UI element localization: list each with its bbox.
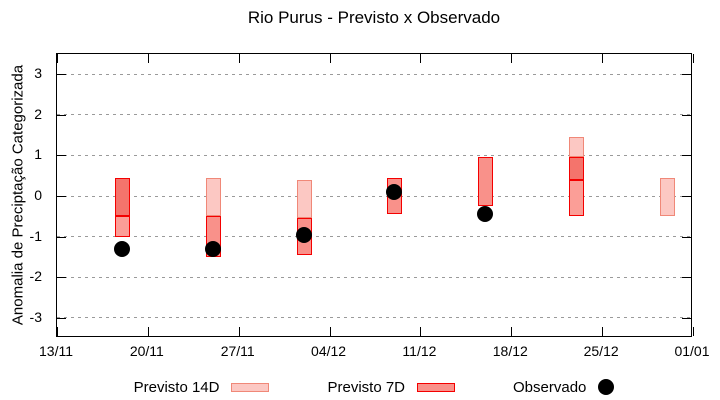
observado-dot xyxy=(477,206,494,223)
x-tick-mark xyxy=(511,54,513,63)
forecast-bar-segment xyxy=(296,179,312,219)
y-tick-mark xyxy=(682,155,691,157)
legend-label-observado: Observado xyxy=(513,378,587,396)
x-tick-label: 13/11 xyxy=(39,343,73,359)
legend-item-previsto-7d: Previsto 7D xyxy=(327,378,456,396)
legend-item-previsto-14d: Previsto 14D xyxy=(134,379,270,396)
y-tick-label: -2 xyxy=(29,268,42,285)
x-tick-mark xyxy=(693,327,694,336)
legend: Previsto 14D Previsto 7D Observado xyxy=(56,376,692,398)
x-tick-label: 20/11 xyxy=(129,343,164,359)
y-tick-label: 1 xyxy=(34,146,42,163)
grid-line xyxy=(57,276,691,278)
y-tick-label: 2 xyxy=(34,105,42,122)
x-tick-label: 04/12 xyxy=(311,343,347,359)
forecast-bar-segment xyxy=(478,157,494,207)
legend-item-observado: Observado xyxy=(513,378,615,396)
chart-title: Rio Purus - Previsto x Observado xyxy=(247,8,501,27)
y-tick-mark xyxy=(57,236,66,238)
forecast-bar-segment xyxy=(660,177,676,217)
x-tick-label: 11/12 xyxy=(402,343,437,359)
observado-dot-swatch xyxy=(598,379,615,395)
x-tick-mark xyxy=(602,54,604,63)
x-tick-label: 25/12 xyxy=(583,343,619,359)
x-tick-label: 18/12 xyxy=(492,343,528,359)
observado-dot xyxy=(204,240,221,257)
x-tick-mark xyxy=(420,327,422,336)
y-tick-label: 0 xyxy=(34,187,42,203)
y-tick-mark xyxy=(682,114,691,116)
x-tick-mark xyxy=(329,327,331,336)
y-tick-mark xyxy=(57,74,66,76)
grid-line xyxy=(57,195,691,197)
forecast-bar-segment xyxy=(569,137,585,158)
y-tick-mark xyxy=(682,317,691,319)
y-tick-label: -3 xyxy=(29,308,42,325)
forecast-bar-segment xyxy=(205,177,221,217)
y-tick-label: -1 xyxy=(29,227,42,244)
y-tick-label: 3 xyxy=(34,65,42,82)
x-tick-mark xyxy=(57,327,58,336)
forecast-bar-segment xyxy=(114,216,130,237)
x-tick-mark xyxy=(693,54,694,63)
x-tick-mark xyxy=(602,327,604,336)
x-tick-label: 01/01 xyxy=(674,343,710,359)
observado-dot xyxy=(386,183,403,200)
y-tick-mark xyxy=(57,155,66,157)
forecast-bar-segment xyxy=(569,157,585,180)
observado-dot xyxy=(113,240,130,257)
x-tick-label: 27/11 xyxy=(220,343,255,359)
x-tick-mark xyxy=(57,54,58,63)
grid-line xyxy=(57,73,691,75)
y-tick-mark xyxy=(57,114,66,116)
forecast-bar-segment xyxy=(569,179,585,217)
plot-area xyxy=(56,53,694,337)
x-tick-mark xyxy=(511,327,513,336)
grid-line xyxy=(57,114,691,116)
x-axis-tick-labels: 13/11 20/11 27/11 04/12 11/12 18/12 25/12 01/01 xyxy=(0,343,720,363)
y-tick-mark xyxy=(57,196,66,197)
x-tick-mark xyxy=(329,54,331,63)
grid-line xyxy=(57,236,691,238)
grid-line xyxy=(57,154,691,156)
x-tick-mark xyxy=(238,54,240,63)
previsto-7d-swatch xyxy=(417,382,456,392)
y-tick-mark xyxy=(682,236,691,238)
y-tick-mark xyxy=(682,74,691,76)
x-tick-mark xyxy=(238,327,240,336)
y-tick-mark xyxy=(682,196,691,197)
legend-label-previsto-7d: Previsto 7D xyxy=(327,378,406,396)
x-tick-mark xyxy=(147,54,149,63)
previsto-14d-swatch xyxy=(231,382,270,392)
legend-label-previsto-14d: Previsto 14D xyxy=(133,378,220,396)
x-tick-mark xyxy=(420,54,422,63)
y-tick-mark xyxy=(57,317,66,319)
y-axis-tick-labels: 3 2 1 0 -1 -2 -3 xyxy=(0,53,48,337)
grid-line xyxy=(57,317,691,319)
forecast-bar-segment xyxy=(114,177,130,217)
observado-dot xyxy=(295,226,312,243)
y-tick-mark xyxy=(682,277,691,279)
x-tick-mark xyxy=(147,327,149,336)
y-tick-mark xyxy=(57,277,66,279)
